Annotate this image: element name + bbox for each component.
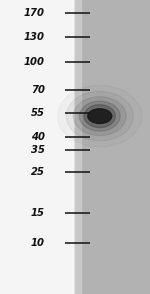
Text: 40: 40 bbox=[31, 132, 45, 142]
Ellipse shape bbox=[84, 105, 115, 128]
Text: 25: 25 bbox=[31, 167, 45, 177]
Text: 55: 55 bbox=[31, 108, 45, 118]
Ellipse shape bbox=[73, 97, 126, 136]
Bar bbox=[75, 0, 150, 294]
Text: 130: 130 bbox=[24, 32, 45, 42]
Text: 15: 15 bbox=[31, 208, 45, 218]
Text: 10: 10 bbox=[31, 238, 45, 248]
Ellipse shape bbox=[79, 101, 120, 131]
Text: 170: 170 bbox=[24, 8, 45, 18]
Ellipse shape bbox=[88, 109, 112, 123]
Bar bbox=[75, 0, 81, 294]
Ellipse shape bbox=[66, 91, 133, 141]
Text: 35: 35 bbox=[31, 145, 45, 155]
Text: 70: 70 bbox=[31, 85, 45, 95]
Text: 100: 100 bbox=[24, 57, 45, 67]
